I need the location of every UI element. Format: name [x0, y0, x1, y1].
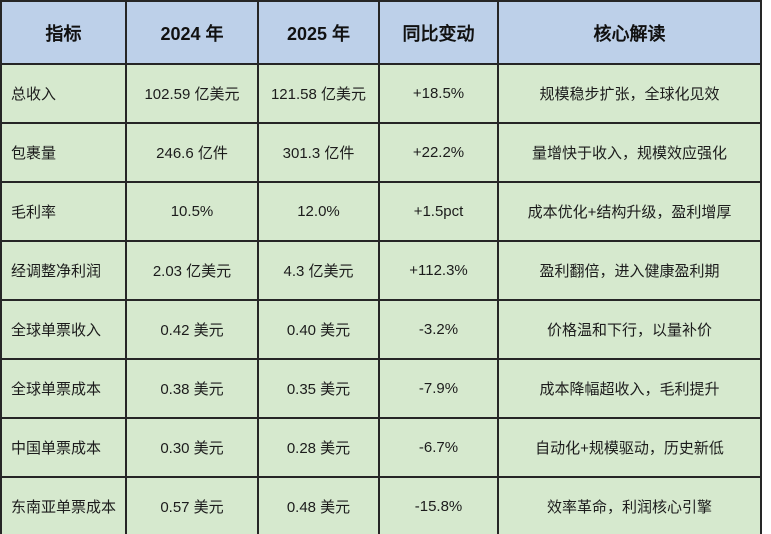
cell-yoy: +18.5% [378, 63, 499, 124]
column-header-indicator: 指标 [0, 0, 127, 65]
cell-yoy: +22.2% [378, 122, 499, 183]
column-header-yoy: 同比变动 [378, 0, 499, 65]
cell-yoy: +112.3% [378, 240, 499, 301]
cell-indicator: 毛利率 [0, 181, 127, 242]
cell-2024: 0.42 美元 [125, 299, 259, 360]
table-row: 全球单票收入 0.42 美元 0.40 美元 -3.2% 价格温和下行，以量补价 [0, 299, 762, 360]
cell-2025: 121.58 亿美元 [257, 63, 380, 124]
cell-insight: 成本优化+结构升级，盈利增厚 [497, 181, 762, 242]
cell-indicator: 全球单票收入 [0, 299, 127, 360]
cell-insight: 量增快于收入，规模效应强化 [497, 122, 762, 183]
cell-2024: 2.03 亿美元 [125, 240, 259, 301]
cell-indicator: 中国单票成本 [0, 417, 127, 478]
cell-2025: 0.35 美元 [257, 358, 380, 419]
cell-2025: 0.40 美元 [257, 299, 380, 360]
cell-indicator: 全球单票成本 [0, 358, 127, 419]
table-row: 毛利率 10.5% 12.0% +1.5pct 成本优化+结构升级，盈利增厚 [0, 181, 762, 242]
cell-indicator: 经调整净利润 [0, 240, 127, 301]
cell-indicator: 总收入 [0, 63, 127, 124]
column-header-insight: 核心解读 [497, 0, 762, 65]
table-row: 中国单票成本 0.30 美元 0.28 美元 -6.7% 自动化+规模驱动，历史… [0, 417, 762, 478]
cell-insight: 规模稳步扩张，全球化见效 [497, 63, 762, 124]
cell-indicator: 包裹量 [0, 122, 127, 183]
cell-2025: 4.3 亿美元 [257, 240, 380, 301]
column-header-2024: 2024 年 [125, 0, 259, 65]
cell-2025: 12.0% [257, 181, 380, 242]
cell-insight: 成本降幅超收入，毛利提升 [497, 358, 762, 419]
column-header-2025: 2025 年 [257, 0, 380, 65]
cell-2025: 301.3 亿件 [257, 122, 380, 183]
cell-yoy: -6.7% [378, 417, 499, 478]
cell-2025: 0.28 美元 [257, 417, 380, 478]
cell-2024: 0.30 美元 [125, 417, 259, 478]
cell-indicator: 东南亚单票成本 [0, 476, 127, 534]
cell-2024: 246.6 亿件 [125, 122, 259, 183]
cell-insight: 价格温和下行，以量补价 [497, 299, 762, 360]
cell-2024: 10.5% [125, 181, 259, 242]
table-row: 包裹量 246.6 亿件 301.3 亿件 +22.2% 量增快于收入，规模效应… [0, 122, 762, 183]
table-row: 总收入 102.59 亿美元 121.58 亿美元 +18.5% 规模稳步扩张，… [0, 63, 762, 124]
cell-2025: 0.48 美元 [257, 476, 380, 534]
cell-insight: 盈利翻倍，进入健康盈利期 [497, 240, 762, 301]
cell-yoy: -3.2% [378, 299, 499, 360]
cell-2024: 0.38 美元 [125, 358, 259, 419]
header-row: 指标 2024 年 2025 年 同比变动 核心解读 [0, 0, 762, 65]
table-row: 东南亚单票成本 0.57 美元 0.48 美元 -15.8% 效率革命，利润核心… [0, 476, 762, 534]
cell-2024: 0.57 美元 [125, 476, 259, 534]
cell-yoy: +1.5pct [378, 181, 499, 242]
table-row: 全球单票成本 0.38 美元 0.35 美元 -7.9% 成本降幅超收入，毛利提… [0, 358, 762, 419]
cell-insight: 自动化+规模驱动，历史新低 [497, 417, 762, 478]
table-row: 经调整净利润 2.03 亿美元 4.3 亿美元 +112.3% 盈利翻倍，进入健… [0, 240, 762, 301]
cell-insight: 效率革命，利润核心引擎 [497, 476, 762, 534]
cell-yoy: -7.9% [378, 358, 499, 419]
cell-yoy: -15.8% [378, 476, 499, 534]
cell-2024: 102.59 亿美元 [125, 63, 259, 124]
